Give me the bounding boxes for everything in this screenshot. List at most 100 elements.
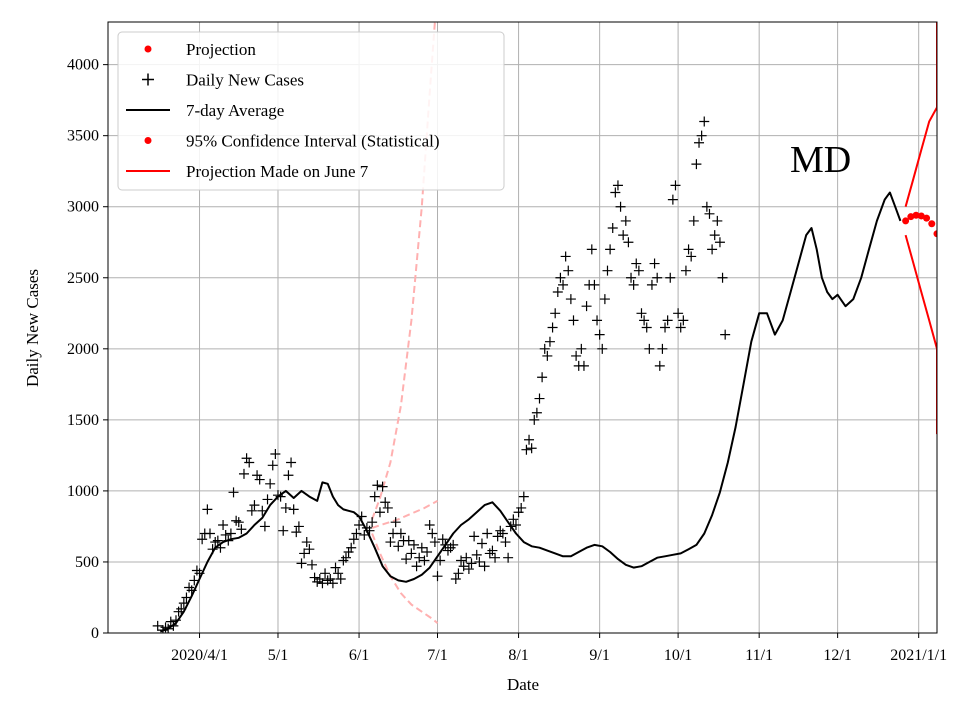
daily-case-point <box>673 308 684 319</box>
daily-case-point <box>479 561 490 572</box>
daily-case-point <box>252 470 263 481</box>
daily-case-point <box>539 343 550 354</box>
daily-case-point <box>487 545 498 556</box>
x-tick-label: 12/1 <box>823 647 851 664</box>
daily-case-point <box>202 504 213 515</box>
daily-case-point <box>325 574 336 585</box>
daily-case-point <box>529 414 540 425</box>
daily-case-point <box>236 524 247 535</box>
june7-projection-lower-line <box>371 533 439 624</box>
plot-area-frame <box>107 21 938 634</box>
projection-point <box>939 237 946 244</box>
daily-case-point <box>367 517 378 528</box>
daily-case-point <box>152 620 163 631</box>
x-tick-label: 9/1 <box>589 647 609 664</box>
daily-case-point <box>665 272 676 283</box>
daily-case-point <box>346 542 357 553</box>
daily-case-point <box>445 542 456 553</box>
daily-case-point <box>406 548 417 559</box>
daily-case-point <box>537 372 548 383</box>
daily-case-point <box>654 360 665 371</box>
x-tick-label: 6/1 <box>349 647 369 664</box>
daily-case-point <box>568 315 579 326</box>
daily-case-point <box>628 279 639 290</box>
state-annotation: MD <box>790 139 851 181</box>
y-tick-label: 3500 <box>67 128 99 145</box>
daily-case-point <box>416 542 427 553</box>
daily-case-point <box>456 555 467 566</box>
y-tick-label: 1500 <box>67 412 99 429</box>
daily-case-point <box>422 547 433 558</box>
daily-case-point <box>589 279 600 290</box>
daily-case-point <box>278 525 289 536</box>
daily-case-point <box>343 547 354 558</box>
x-axis-label: Date <box>507 675 539 694</box>
projection-point <box>944 240 951 247</box>
daily-case-point <box>411 561 422 572</box>
daily-case-point <box>432 571 443 582</box>
daily-case-point <box>597 343 608 354</box>
legend: Projection Daily New Cases 7-day Average 95… <box>117 31 505 191</box>
daily-case-point <box>644 343 655 354</box>
legend-label: 95% Confidence Interval (Statistical) <box>186 132 440 151</box>
daily-case-point <box>641 322 652 333</box>
daily-case-point <box>526 443 537 454</box>
projection-point <box>917 212 925 220</box>
daily-case-point <box>338 555 349 566</box>
daily-case-point <box>550 308 561 319</box>
daily-case-point <box>510 520 521 531</box>
daily-case-point <box>288 504 299 515</box>
daily-case-point <box>254 474 265 485</box>
confidence-interval-lower-line <box>904 234 937 435</box>
daily-case-point <box>312 576 323 587</box>
daily-case-point <box>586 244 597 255</box>
daily-case-point <box>649 258 660 269</box>
daily-case-point <box>615 201 626 212</box>
daily-case-point <box>291 527 302 538</box>
daily-case-point <box>280 502 291 513</box>
daily-case-point <box>623 237 634 248</box>
daily-case-point <box>469 531 480 542</box>
daily-case-point <box>602 265 613 276</box>
legend-marker-dot <box>144 45 152 53</box>
daily-case-point <box>560 251 571 262</box>
daily-case-point <box>701 201 712 212</box>
daily-case-point <box>662 315 673 326</box>
daily-case-point <box>691 159 702 170</box>
daily-case-point <box>576 343 587 354</box>
daily-case-point <box>720 329 731 340</box>
daily-case-point <box>542 350 553 361</box>
daily-case-point <box>197 534 208 545</box>
x-tick-label: 5/1 <box>268 647 288 664</box>
daily-case-point <box>461 552 472 563</box>
daily-case-point <box>667 194 678 205</box>
daily-case-point <box>581 301 592 312</box>
projection-point <box>923 214 931 222</box>
daily-case-point <box>500 537 511 548</box>
daily-case-point <box>599 294 610 305</box>
daily-case-point <box>605 244 616 255</box>
daily-case-point <box>571 350 582 361</box>
daily-case-point <box>359 529 370 540</box>
y-axis-label: Daily New Cases <box>23 269 42 387</box>
daily-case-point <box>293 521 304 532</box>
daily-case-point <box>699 116 710 127</box>
daily-case-point <box>333 568 344 579</box>
daily-case-point <box>340 552 351 563</box>
daily-case-point <box>657 343 668 354</box>
daily-case-point <box>249 500 260 511</box>
daily-case-point <box>531 407 542 418</box>
daily-case-point <box>521 444 532 455</box>
daily-case-point <box>314 574 325 585</box>
daily-case-point <box>694 137 705 148</box>
daily-case-point <box>296 558 307 569</box>
daily-case-point <box>429 537 440 548</box>
daily-case-point <box>495 525 506 536</box>
daily-case-point <box>322 575 333 586</box>
daily-case-point <box>484 548 495 559</box>
y-tick-label: 0 <box>91 625 99 642</box>
daily-case-point <box>639 315 650 326</box>
daily-case-point <box>660 322 671 333</box>
daily-case-point <box>482 528 493 539</box>
